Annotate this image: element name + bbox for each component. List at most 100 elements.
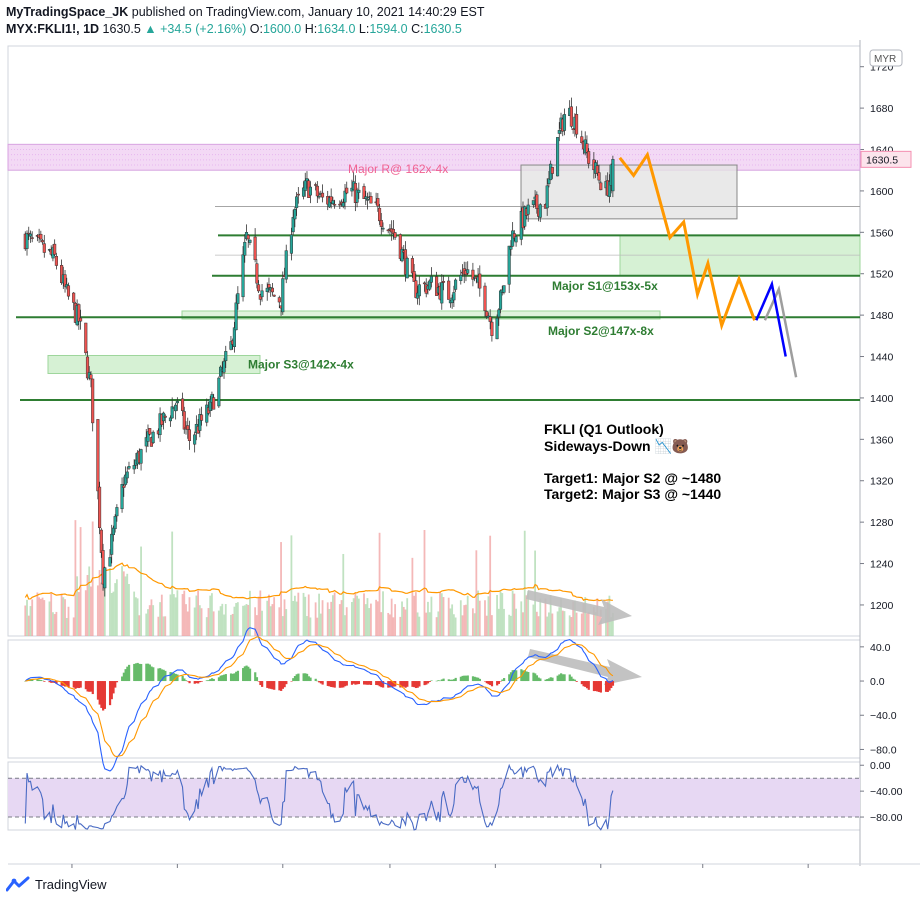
volume-bar-121 [316,617,319,636]
candle-body-115 [301,187,306,197]
macd-hist-bar-235 [592,681,596,692]
macd-hist-bar-92 [245,665,248,682]
candle-body-14 [54,255,58,266]
volume-bar-183 [465,604,467,636]
candle-104 [272,294,276,298]
candle-body-24 [79,317,83,322]
candle-body-101 [267,284,271,288]
high-label: H: [304,22,318,36]
macd-hist-bar-192 [487,681,490,685]
candle-body-38 [113,516,117,530]
volume-bar-195 [496,594,498,636]
candle-body-196 [497,309,501,318]
candle-204 [514,235,518,247]
macd-hist-bar-44 [127,664,131,682]
volume-bar-127 [330,601,333,636]
macd-hist-bar-105 [278,681,281,691]
volume-bar-234 [587,612,590,636]
candle-140 [362,183,366,199]
macd-hist-bar-239 [599,681,602,693]
candle-body-64 [175,401,179,404]
macd-hist-bar-138 [356,681,359,685]
macd-hist-bar-117 [305,673,309,682]
volume-bar-20 [72,617,75,636]
candle-129 [333,199,337,209]
macd-hist-bar-112 [293,676,297,682]
candle-199 [502,285,506,295]
volume-bar-228 [573,600,576,636]
macd-hist-bar-140 [363,681,366,685]
candle-113 [295,192,299,216]
macd-hist-bar-132 [342,681,345,688]
candle-174 [441,274,446,291]
volume-bar-229 [575,612,578,636]
macd-hist-bar-176 [449,679,452,682]
candle-body-209 [526,204,530,215]
candle-body-111 [291,217,295,233]
macd-hist-bar-128 [331,681,335,688]
y-tick-label-6: 1480 [870,310,894,322]
candle-85 [229,335,233,351]
macd-hist-bar-180 [459,676,462,682]
candle-128 [331,196,335,205]
support-s3-zone [47,354,261,374]
macd-hist-bar-208 [525,671,528,682]
volume-bar-25 [84,590,87,636]
candle-124 [320,184,325,203]
candle-body-100 [265,287,269,293]
macd-hist-bar-166 [425,681,428,685]
volume-bar-135 [351,602,353,636]
low-value: 1594.0 [369,22,408,36]
macd-hist-bar-87 [233,673,236,682]
volume-bar-32 [100,582,103,636]
macd-hist-bar-241 [606,681,609,692]
volume-bar-64 [176,590,179,636]
candle-body-91 [243,241,247,256]
volume-bar-105 [278,607,281,636]
chart-header: MyTradingSpace_JK published on TradingVi… [6,4,485,38]
candle-body-219 [550,167,554,174]
macd-hist-bar-40 [121,676,124,682]
volume-bar-238 [598,615,600,636]
candle-body-153 [391,228,395,234]
candle-body-197 [498,290,503,310]
outlook-title: FKLI (Q1 Outlook) [544,421,664,437]
volume-bar-11 [50,593,53,636]
macd-hist-bar-61 [171,672,174,682]
candle-body-164 [417,284,421,297]
candle-body-112 [293,209,297,220]
chart-area[interactable]: 1720168016401600156015201480144014001360… [0,40,920,868]
candle-body-190 [483,285,487,312]
macd-hist-bar-191 [485,681,488,684]
macd-hist-bar-50 [145,663,148,682]
candle-189 [478,265,482,297]
volume-bar-206 [522,612,524,636]
volume-bar-237 [596,598,599,636]
volume-bar-4 [31,599,34,636]
author-name[interactable]: MyTradingSpace_JK [6,5,129,19]
candle-body-80 [217,377,221,407]
candle-45 [132,459,136,474]
y-tick-label-1: 1680 [870,103,894,115]
volume-bar-175 [447,597,450,636]
volume-bar-180 [459,600,462,636]
candle-body-239 [599,182,603,191]
candle-90 [241,246,245,302]
volume-bar-27 [88,566,91,636]
candle-body-179 [454,279,458,290]
candle-168 [428,279,432,291]
footer-brand[interactable]: TradingView [6,876,107,892]
volume-bar-152 [390,598,393,636]
volume-bar-153 [392,617,395,636]
candle-39 [115,504,119,522]
volume-bar-132 [342,553,345,636]
brand-name: TradingView [35,876,107,892]
macd-hist-bar-171 [437,680,440,682]
volume-bar-116 [304,596,307,636]
volume-bar-81 [219,606,222,636]
candle-body-9 [42,243,46,253]
macd-hist-bar-72 [197,681,200,684]
candle-132 [341,198,345,209]
volume-bar-87 [233,606,236,636]
candle-178 [452,285,456,308]
